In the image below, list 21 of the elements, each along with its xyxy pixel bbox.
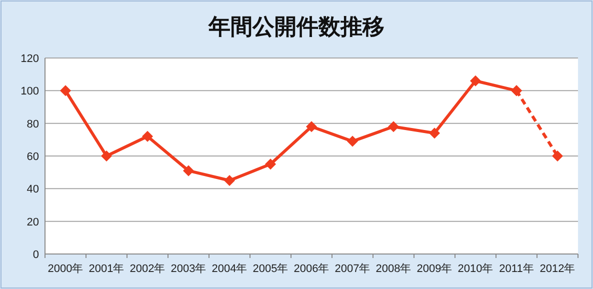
x-tick-label: 2004年 <box>212 263 248 275</box>
y-tick-label: 60 <box>26 151 39 163</box>
x-tick-label: 2011年 <box>499 263 534 275</box>
x-tick-label: 2009年 <box>416 263 452 275</box>
x-tick-label: 2000年 <box>48 263 84 275</box>
x-tick-label: 2006年 <box>294 263 330 275</box>
y-tick-label: 80 <box>26 118 39 130</box>
chart-title: 年間公開件数推移 <box>208 14 384 39</box>
x-tick-label: 2010年 <box>458 263 494 275</box>
x-tick-label: 2002年 <box>130 263 166 275</box>
y-tick-label: 0 <box>32 249 39 261</box>
x-tick-label: 2007年 <box>334 263 370 275</box>
x-tick-label: 2005年 <box>252 263 288 275</box>
x-tick-label: 2012年 <box>540 263 576 275</box>
y-tick-label: 40 <box>26 184 39 196</box>
y-tick-label: 20 <box>26 216 39 228</box>
y-tick-label: 100 <box>20 86 39 98</box>
y-tick-label: 120 <box>20 53 39 65</box>
x-tick-label: 2003年 <box>170 263 206 275</box>
x-tick-label: 2008年 <box>376 263 412 275</box>
x-tick-label: 2001年 <box>88 263 124 275</box>
